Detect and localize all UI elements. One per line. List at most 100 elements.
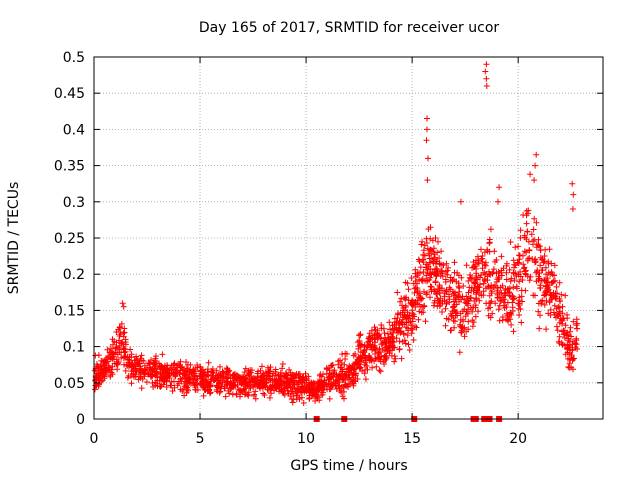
data-point: [423, 240, 430, 246]
data-point: [501, 290, 508, 297]
data-point: [402, 340, 409, 347]
data-point: [542, 264, 549, 271]
data-point: [220, 373, 227, 380]
data-point: [357, 364, 364, 371]
data-point: [469, 308, 476, 315]
data-point: [483, 285, 489, 292]
data-point: [482, 262, 489, 269]
data-point: [227, 386, 234, 393]
data-point: [124, 353, 131, 360]
data-point: [229, 372, 236, 379]
data-point: [313, 389, 320, 396]
data-point: [171, 378, 177, 385]
data-point: [573, 316, 580, 323]
data-point: [152, 379, 159, 386]
data-point: [427, 224, 434, 231]
data-point: [520, 252, 526, 259]
data-point: [329, 382, 336, 389]
data-point: [483, 75, 490, 82]
data-point: [181, 375, 188, 382]
data-point: [573, 322, 580, 329]
data-point: [299, 374, 306, 381]
data-point: [389, 342, 396, 349]
data-point: [339, 393, 346, 400]
data-point: [386, 350, 393, 357]
data-point: [524, 228, 531, 235]
data-point: [446, 291, 452, 298]
data-point: [293, 392, 300, 399]
data-point: [160, 378, 167, 385]
data-point: [169, 388, 176, 394]
data-point: [442, 305, 449, 312]
data-point: [562, 322, 569, 329]
data-point: [517, 234, 524, 241]
data-point: [281, 385, 288, 392]
data-point: [352, 351, 359, 357]
data-point: [531, 236, 538, 243]
y-tick-label: 0.2: [63, 267, 85, 283]
data-point: [489, 270, 496, 277]
data-point: [217, 388, 224, 395]
data-point: [148, 365, 155, 372]
data-point: [397, 298, 404, 305]
data-point: [424, 126, 430, 133]
data-point: [525, 207, 532, 214]
data-point: [443, 288, 450, 295]
data-point: [279, 361, 286, 367]
data-point: [530, 226, 537, 233]
data-point: [391, 339, 398, 345]
data-point: [506, 312, 513, 319]
data-point: [414, 280, 420, 287]
data-point: [436, 255, 443, 262]
data-point: [533, 151, 540, 158]
data-point: [555, 310, 562, 317]
data-point: [497, 298, 504, 305]
data-point: [261, 373, 268, 380]
data-point: [543, 291, 550, 298]
data-point: [356, 332, 362, 339]
data-point: [556, 310, 563, 317]
data-point: [544, 287, 551, 294]
data-point: [456, 349, 463, 356]
data-point: [532, 258, 539, 265]
data-point: [250, 384, 257, 391]
data-point: [495, 306, 502, 313]
data-point: [393, 335, 400, 342]
data-point: [180, 367, 187, 373]
data-point: [200, 392, 207, 399]
data-point: [151, 368, 158, 375]
data-point: [403, 324, 410, 331]
data-point: [104, 358, 111, 365]
data-point: [275, 372, 282, 379]
data-point: [531, 215, 538, 222]
data-point: [528, 231, 535, 238]
data-point: [120, 330, 127, 337]
data-point: [447, 327, 454, 334]
data-point: [473, 291, 480, 298]
data-point: [221, 377, 228, 384]
data-point: [453, 308, 460, 315]
data-point: [124, 374, 131, 381]
data-point: [293, 378, 300, 385]
data-point: [205, 359, 212, 366]
data-point: [183, 379, 189, 386]
data-point: [442, 322, 449, 329]
data-point: [257, 376, 264, 383]
data-point: [395, 327, 402, 334]
data-point: [409, 297, 415, 304]
data-point: [430, 302, 437, 309]
data-point: [431, 251, 438, 258]
data-point: [482, 275, 488, 282]
data-point: [151, 361, 158, 368]
data-point: [147, 370, 154, 377]
y-tick-label: 0.5: [63, 50, 85, 66]
data-point: [537, 312, 543, 319]
data-point: [368, 344, 375, 351]
data-point: [141, 366, 148, 373]
data-point: [257, 385, 264, 392]
data-point: [107, 345, 114, 352]
data-point: [509, 308, 516, 314]
data-point: [289, 399, 296, 406]
data-point: [305, 373, 312, 380]
data-point: [109, 349, 116, 356]
